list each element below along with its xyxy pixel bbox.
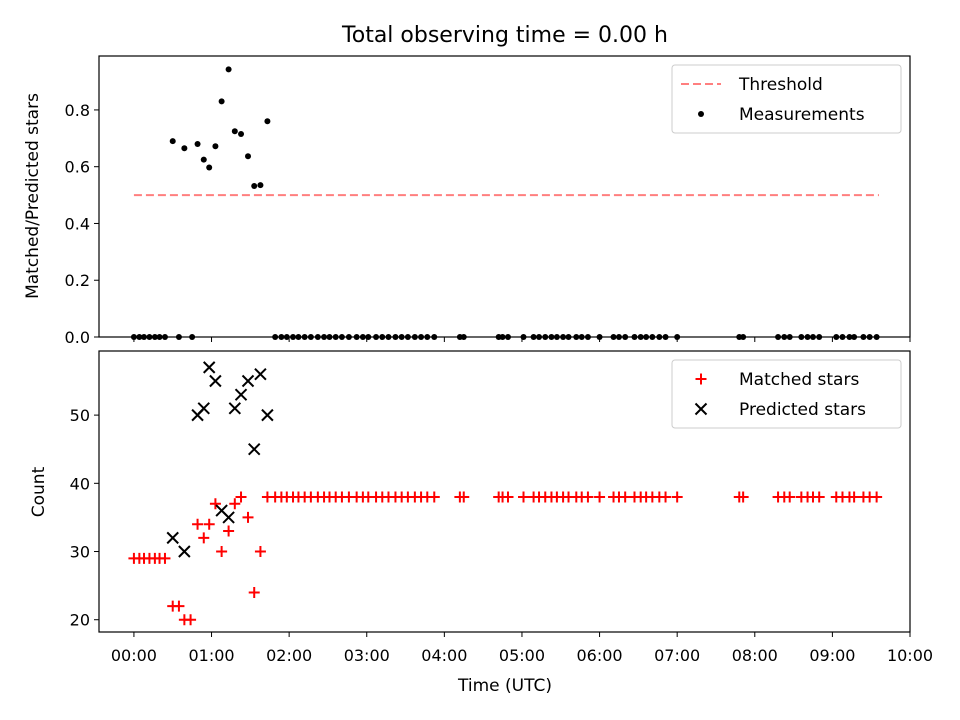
matched-star-point — [737, 491, 749, 503]
y-tick-label: 40 — [70, 474, 90, 493]
x-tick-label: 06:00 — [577, 646, 623, 665]
matched-star-point — [660, 491, 672, 503]
x-tick-label: 00:00 — [111, 646, 157, 665]
x-tick-label: 09:00 — [809, 646, 855, 665]
matched-star-point — [173, 600, 185, 612]
x-axis-label: Time (UTC) — [457, 676, 552, 696]
legend-measurement-handle — [698, 111, 704, 117]
bottom-plot-area: 20 30 40 50 00:00 01:00 02:00 03:00 04:00 05:00 06… — [70, 350, 933, 665]
measurement-point — [206, 164, 213, 171]
measurement-point — [181, 145, 188, 152]
predicted-star-point — [178, 545, 191, 558]
matched-star-point — [216, 546, 228, 558]
matched-star-point — [813, 491, 825, 503]
top-plot-area: 0.0 0.2 0.4 0.6 0.8 Threshold Measurements — [65, 55, 911, 347]
legend-label: Predicted stars — [739, 400, 866, 420]
matched-star-point — [223, 525, 235, 537]
x-tick-label: 02:00 — [266, 646, 312, 665]
measurement-point — [264, 118, 271, 125]
matched-star-point — [594, 491, 606, 503]
matched-star-point — [235, 491, 247, 503]
measurement-point — [251, 182, 258, 189]
matched-star-point — [203, 518, 215, 530]
measurement-point — [257, 182, 264, 189]
matched-star-point — [518, 491, 530, 503]
measurement-point — [218, 98, 225, 105]
y-axis-label-top: Matched/Predicted stars — [23, 93, 43, 299]
axes-frame — [98, 55, 911, 338]
matched-star-point — [502, 491, 514, 503]
matched-star-point — [209, 498, 221, 510]
y-tick-label: 0.0 — [65, 328, 90, 347]
legend-box — [671, 359, 902, 429]
measurement-point — [225, 66, 232, 73]
matched-star-point — [229, 498, 241, 510]
matched-star-point — [192, 518, 204, 530]
y-tick-label: 0.2 — [65, 271, 90, 290]
y-tick-label: 0.4 — [65, 214, 90, 233]
x-tick-label: 03:00 — [344, 646, 390, 665]
matched-star-point — [582, 491, 594, 503]
measurement-point — [238, 131, 245, 138]
x-tick-label: 01:00 — [188, 646, 234, 665]
measurement-point — [169, 138, 176, 145]
measurement-point — [200, 156, 207, 163]
predicted-star-point — [166, 531, 179, 545]
matched-star-point — [458, 491, 470, 503]
measurement-point — [245, 153, 252, 160]
legend-matched-handle — [695, 373, 707, 385]
measurement-point — [231, 128, 238, 135]
matched-star-point — [198, 532, 210, 544]
matched-star-point — [159, 552, 171, 564]
matched-star-point — [185, 614, 197, 626]
x-tick-label: 10:00 — [887, 646, 933, 665]
x-tick-label: 07:00 — [654, 646, 700, 665]
y-tick-label: 30 — [70, 543, 90, 562]
y-axis-label-bottom: Count — [29, 466, 49, 517]
matched-star-point — [428, 491, 440, 503]
predicted-star-point — [261, 408, 274, 422]
matched-star-point — [619, 491, 631, 503]
predicted-star-point — [248, 443, 261, 456]
x-tick-label: 08:00 — [732, 646, 778, 665]
legend-box — [671, 64, 902, 134]
predicted-star-point — [202, 361, 216, 374]
legend-label: Threshold — [738, 75, 823, 95]
matched-star-point — [254, 546, 266, 558]
legend-label: Matched stars — [739, 370, 859, 390]
matched-star-point — [784, 491, 796, 503]
predicted-star-point — [254, 367, 267, 381]
legend-predicted-handle — [694, 402, 708, 416]
y-tick-label: 50 — [70, 406, 90, 425]
legend-label: Measurements — [739, 105, 865, 125]
y-tick-label: 0.6 — [65, 158, 90, 177]
predicted-star-point — [234, 388, 248, 401]
matched-star-point — [242, 511, 254, 523]
matched-star-point — [848, 491, 860, 503]
matched-star-point — [871, 491, 883, 503]
predicted-star-point — [241, 374, 255, 388]
chart-title: Total observing time = 0.00 h — [341, 23, 668, 48]
matched-star-point — [248, 586, 260, 598]
axes-frame — [98, 350, 911, 633]
legend: Matched stars Predicted stars — [671, 359, 902, 429]
legend: Threshold Measurements — [671, 64, 902, 134]
y-tick-label: 0.8 — [65, 101, 90, 120]
x-tick-label: 05:00 — [499, 646, 545, 665]
measurement-point — [212, 143, 219, 150]
predicted-star-point — [209, 374, 222, 388]
y-tick-label: 20 — [70, 611, 90, 630]
predicted-star-point — [222, 511, 235, 524]
measurement-point — [194, 140, 201, 147]
matched-star-point — [671, 491, 683, 503]
predicted-star-point — [197, 402, 210, 415]
predicted-star-point — [228, 402, 242, 415]
x-tick-label: 04:00 — [421, 646, 467, 665]
